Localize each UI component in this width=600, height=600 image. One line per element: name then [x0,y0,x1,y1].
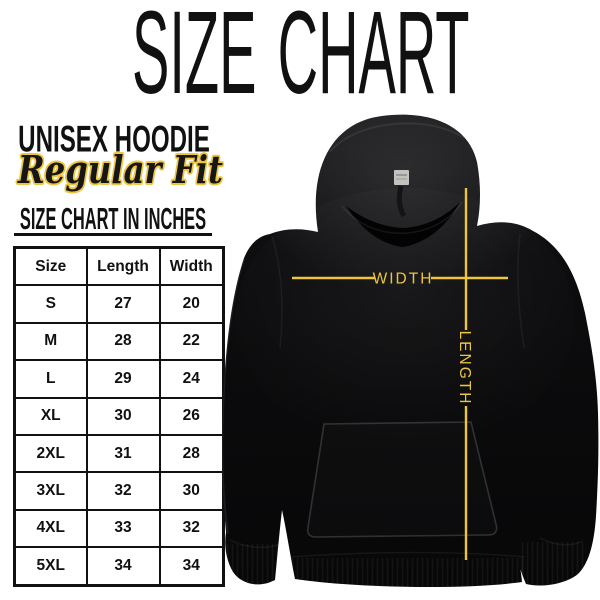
table-header-length: Length [85,246,161,287]
table-header-width: Width [158,246,225,287]
table-cell: 27 [85,284,161,324]
size-table: Size Length Width S 27 20 M 28 22 L 29 24 XL 30 26 2… [13,246,225,587]
table-caption: SIZE CHART IN INCHES [19,201,207,236]
table-cell: 26 [158,396,225,436]
table-cell: 29 [85,359,161,399]
table-cell: 20 [158,284,225,324]
neck-opening [346,202,460,247]
table-cell: S [13,284,88,324]
table-cell: 5XL [13,546,88,587]
hood-drape-line [341,201,463,235]
page-title: SIZE CHART [132,0,470,120]
table-cell: 2XL [13,433,88,474]
hood-rim-light [329,122,465,153]
table-row: 5XL 34 34 [13,546,225,587]
table-cell: 30 [158,471,225,511]
table-cell: 34 [85,546,161,587]
drawstring [396,185,407,218]
table-row: S 27 20 [13,284,225,324]
table-header-row: Size Length Width [13,246,225,287]
hoodie-photo: WIDTH LENGTH [222,114,599,588]
table-row: 3XL 32 30 [13,471,225,511]
table-cell: M [13,321,88,362]
hem-seam [289,551,526,558]
table-cell: 4XL [13,508,88,549]
table-row: L 29 24 [13,359,225,399]
table-cell: 34 [158,546,225,587]
cuff-left-ribbing [224,544,280,588]
table-row: M 28 22 [13,321,225,362]
table-cell: 32 [85,471,161,511]
table-cell: 32 [158,508,225,549]
table-cell: 24 [158,359,225,399]
chest-highlight [235,188,575,448]
table-cell: 22 [158,321,225,362]
table-cell: L [13,359,88,399]
sleeve-edge-light [222,257,245,535]
size-table-body: S 27 20 M 28 22 L 29 24 XL 30 26 2XL 31 28 3XL 32 30 4XL 33… [13,284,225,587]
table-row: XL 30 26 [13,396,225,436]
shoulder-seam-right [517,233,525,349]
cuff-right-ribbing [520,542,584,586]
kangaroo-pocket [306,421,498,538]
table-cell: 33 [85,508,161,549]
hem-ribbing [288,558,526,588]
table-cell: 30 [85,396,161,436]
table-cell: XL [13,396,88,436]
table-cell: 3XL [13,471,88,511]
fit-label: Regular Fit [17,147,223,192]
table-cell: 28 [158,433,225,474]
table-cell: 31 [85,433,161,474]
neck-tag [394,170,409,185]
table-row: 2XL 31 28 [13,433,225,474]
shoulder-seam-left [271,235,283,349]
table-row: 4XL 33 32 [13,508,225,549]
product-name: UNISEX HOODIE [18,117,210,160]
width-label: WIDTH [373,271,434,288]
table-header-size: Size [13,246,88,287]
length-label: LENGTH [456,331,473,406]
size-table-head: Size Length Width [13,246,225,287]
table-cell: 28 [85,321,161,362]
caption-underline [14,233,212,236]
